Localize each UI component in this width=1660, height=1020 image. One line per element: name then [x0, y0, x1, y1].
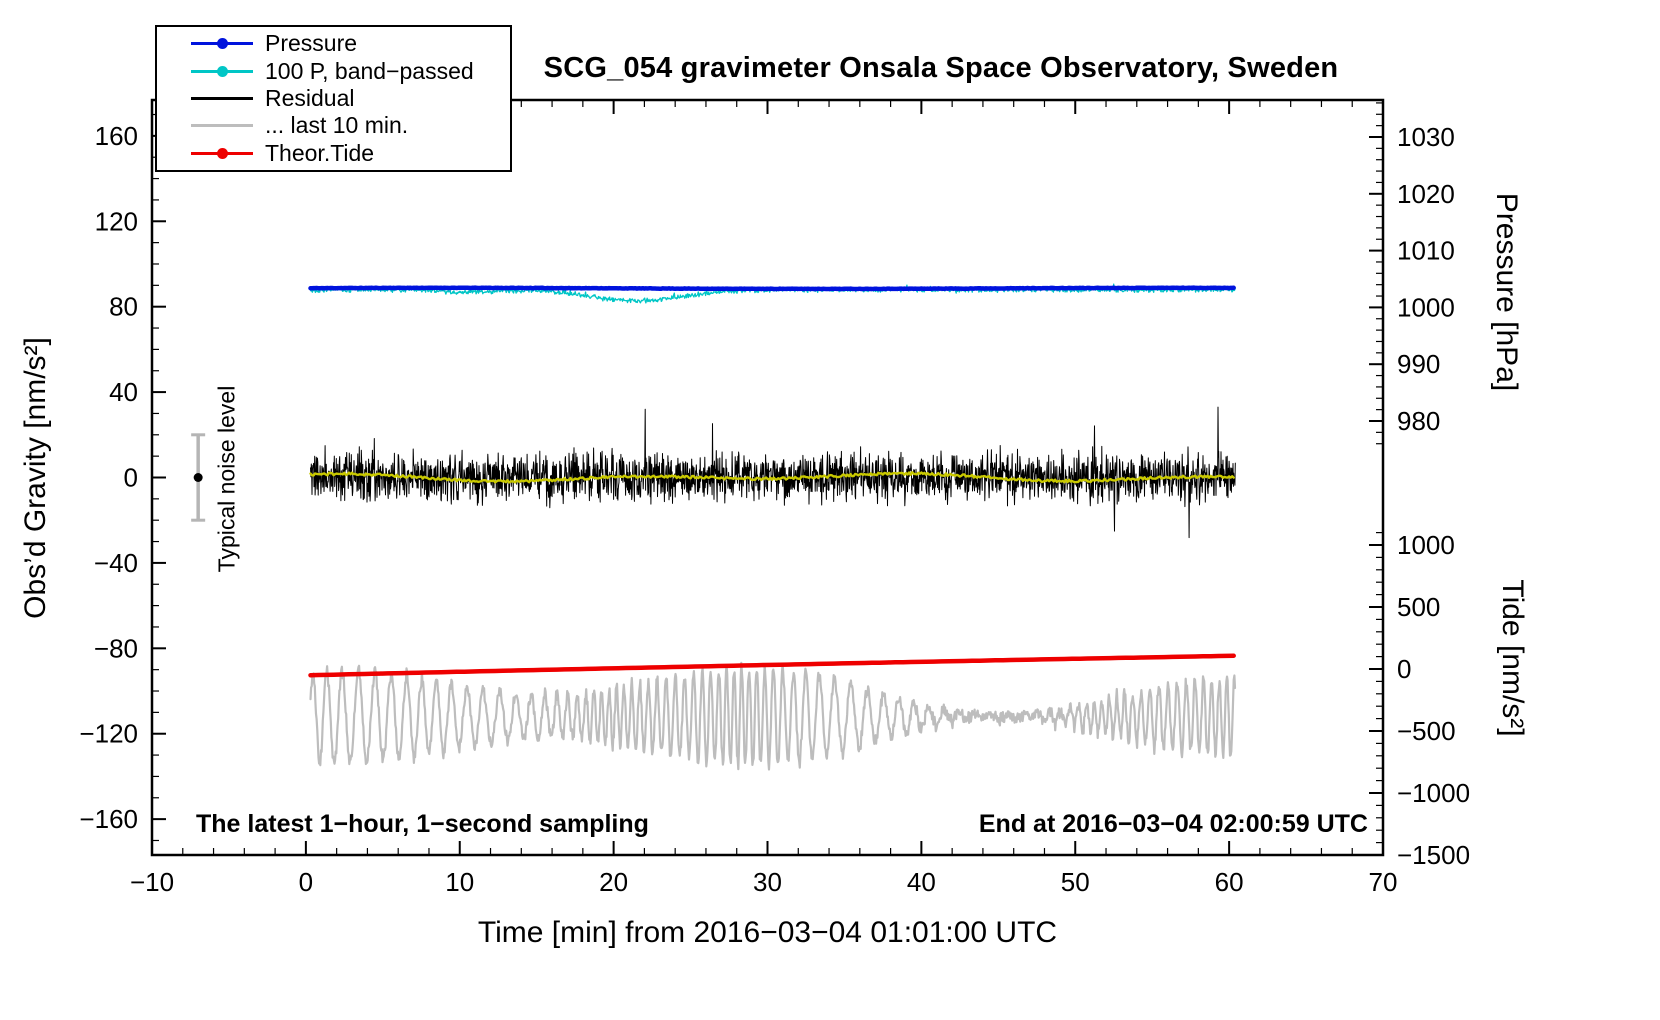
tick-label: 70 [1369, 867, 1398, 897]
legend: Pressure 100 P, band−passed Residual... la… [155, 25, 512, 172]
tick-label: 980 [1397, 406, 1440, 436]
series-pressure [308, 285, 1236, 292]
x-axis-label: Time [min] from 2016−03−04 01:01:00 UTC [477, 916, 1058, 949]
legend-item-label: Pressure [265, 30, 358, 57]
legend-item-label: Theor.Tide [265, 139, 375, 166]
legend-item-label: ... last 10 min. [265, 112, 409, 139]
legend-item-label: Residual [265, 85, 355, 112]
tick-label: −500 [1397, 716, 1456, 746]
tide-axis-label: Tide [nm/s²] [1496, 579, 1529, 737]
end-time-note: End at 2016−03−04 02:00:59 UTC [978, 810, 1368, 838]
pressure-axis-label: Pressure [hPa] [1490, 192, 1523, 392]
noise-level-marker [193, 473, 203, 482]
tick-label: 1010 [1397, 236, 1455, 266]
legend-item: 100 P, band−passed [191, 57, 510, 84]
tick-label: 0 [299, 867, 313, 897]
legend-item: Pressure [191, 30, 510, 57]
tick-label: 40 [109, 377, 138, 407]
tick-label: −80 [94, 633, 138, 663]
tick-label: 10 [445, 867, 474, 897]
tick-label: −10 [130, 867, 174, 897]
series-tide [308, 653, 1236, 678]
tick-label: 1000 [1397, 292, 1455, 322]
tick-label: −1500 [1397, 840, 1470, 870]
series-residual [310, 406, 1236, 539]
tick-label: 1030 [1397, 122, 1455, 152]
tick-label: 60 [1215, 867, 1244, 897]
series-smooth [309, 471, 1235, 484]
legend-item: Residual [191, 85, 510, 112]
tick-label: 990 [1397, 349, 1440, 379]
tick-label: 30 [753, 867, 782, 897]
tick-label: 500 [1397, 592, 1440, 622]
tick-label: 50 [1061, 867, 1090, 897]
legend-item-label: 100 P, band−passed [265, 57, 474, 84]
legend-marker-line-dot [191, 37, 253, 50]
legend-marker-line-dot [191, 147, 253, 160]
tick-label: 1020 [1397, 179, 1455, 209]
legend-item: Theor.Tide [191, 140, 510, 167]
legend-item: ... last 10 min. [191, 112, 510, 139]
gravity-axis-label: Obs’d Gravity [nm/s²] [19, 337, 52, 619]
plot-frame [150, 98, 1385, 857]
tick-label: 20 [599, 867, 628, 897]
tick-label: 0 [124, 463, 138, 493]
tick-label: −1000 [1397, 778, 1470, 808]
noise-level-label: Typical noise level [213, 385, 240, 573]
series-last10 [309, 661, 1237, 771]
tick-label: 0 [1397, 654, 1411, 684]
legend-marker-line [191, 92, 253, 105]
legend-marker-line [191, 119, 253, 132]
tick-label: 80 [109, 292, 138, 322]
tick-label: 1000 [1397, 530, 1455, 560]
sampling-note: The latest 1−hour, 1−second sampling [196, 810, 649, 838]
tick-label: 120 [95, 206, 138, 236]
tick-label: −120 [79, 719, 138, 749]
tick-label: −160 [79, 804, 138, 834]
tick-label: 40 [907, 867, 936, 897]
tick-label: 160 [95, 121, 138, 151]
chart-title: SCG_054 gravimeter Onsala Space Observat… [543, 52, 1339, 84]
tick-label: −40 [94, 548, 138, 578]
legend-marker-line-dot [191, 65, 253, 78]
